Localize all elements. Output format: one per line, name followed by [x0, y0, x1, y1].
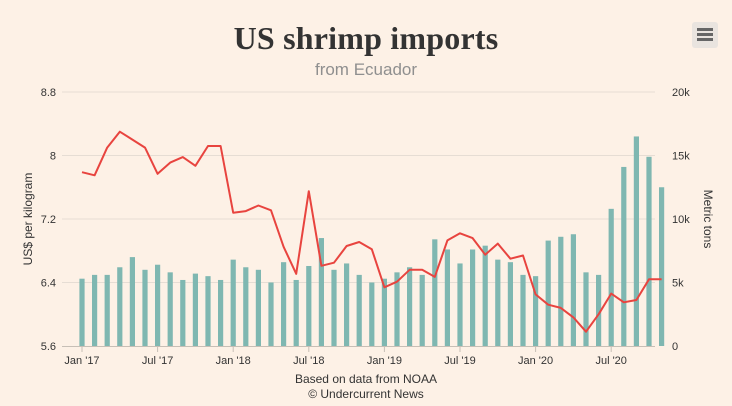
gridlines — [62, 91, 655, 283]
y-left-tick-label: 8 — [50, 151, 56, 163]
volume-bar — [444, 249, 450, 346]
volume-bar — [344, 263, 350, 346]
x-tick-label: Jul '18 — [293, 355, 324, 367]
volume-bar — [633, 136, 639, 346]
volume-bar — [255, 269, 261, 346]
volume-bar — [596, 274, 602, 346]
x-tick-label: Jul '17 — [142, 355, 173, 367]
credit-copyright: © Undercurrent News — [308, 387, 424, 401]
chart-subtitle: from Ecuador — [314, 60, 418, 79]
chart-title: US shrimp imports — [233, 20, 499, 56]
volume-bar — [268, 282, 274, 346]
y-right-axis-title: Metric tons — [701, 190, 715, 249]
volume-bar — [381, 278, 387, 346]
volume-bar — [205, 276, 211, 346]
x-tick-label: Jan '19 — [367, 355, 402, 367]
price-line-group — [81, 130, 662, 333]
x-tick-label: Jan '17 — [64, 355, 99, 367]
volume-bar — [495, 259, 501, 346]
volume-bar — [457, 263, 463, 346]
volume-bar — [129, 257, 135, 346]
y-left-tick-label: 6.4 — [41, 278, 56, 290]
volume-bar — [79, 278, 85, 346]
volume-bar — [318, 238, 324, 346]
volume-bar — [470, 249, 476, 346]
y-right-tick-label: 20k — [672, 87, 690, 99]
volume-bar — [533, 276, 539, 346]
volume-bar — [155, 264, 161, 346]
volume-bars — [79, 136, 665, 346]
x-tick-label: Jul '19 — [444, 355, 475, 367]
volume-bar — [407, 267, 413, 346]
volume-bar — [558, 236, 564, 346]
volume-bar — [306, 265, 312, 346]
price-line — [81, 130, 662, 333]
volume-bar — [482, 245, 488, 346]
volume-bar — [394, 272, 400, 346]
y-right-tick-label: 15k — [672, 151, 690, 163]
y-left-tick-label: 7.2 — [41, 214, 56, 226]
volume-bar — [545, 240, 551, 346]
volume-bar — [167, 272, 173, 346]
volume-bar — [621, 166, 627, 346]
credit-source: Based on data from NOAA — [294, 372, 438, 386]
volume-bar — [92, 274, 98, 346]
x-tick-label: Jul '20 — [595, 355, 626, 367]
volume-bar — [218, 279, 224, 346]
volume-bar — [281, 262, 287, 346]
volume-bar — [331, 269, 337, 346]
volume-bar — [419, 274, 425, 346]
volume-bar — [570, 234, 576, 346]
volume-bar — [583, 272, 589, 346]
y-right-tick-label: 5k — [672, 278, 684, 290]
x-tick-label: Jan '18 — [216, 355, 251, 367]
menu-line — [697, 28, 713, 31]
volume-bar — [369, 282, 375, 346]
volume-bar — [293, 279, 299, 346]
volume-bar — [356, 274, 362, 346]
volume-bar — [507, 262, 513, 346]
menu-line — [697, 38, 713, 41]
x-tick-label: Jan '20 — [518, 355, 553, 367]
volume-bar — [104, 274, 110, 346]
y-left-tick-label: 8.8 — [41, 87, 56, 99]
y-right-tick-label: 0 — [672, 341, 678, 353]
volume-bar — [608, 208, 614, 346]
volume-bar — [117, 267, 123, 346]
volume-bar — [646, 156, 652, 346]
volume-bar — [243, 267, 249, 346]
volume-bar — [659, 187, 665, 346]
axes: 5.6 6.4 7.2 8 8.8 0 5k 10k 15k 20k Jan '17 Jul '17 J… — [21, 87, 715, 367]
volume-bar — [432, 239, 438, 346]
volume-bar — [192, 273, 198, 346]
y-left-axis-title: US$ per kilogram — [21, 173, 35, 266]
y-right-tick-label: 10k — [672, 214, 690, 226]
volume-bar — [520, 274, 526, 346]
hamburger-menu-icon[interactable] — [692, 22, 718, 48]
menu-line — [697, 33, 713, 36]
y-left-tick-label: 5.6 — [41, 341, 56, 353]
volume-bar — [142, 269, 148, 346]
volume-bar — [180, 279, 186, 346]
volume-bar — [230, 259, 236, 346]
